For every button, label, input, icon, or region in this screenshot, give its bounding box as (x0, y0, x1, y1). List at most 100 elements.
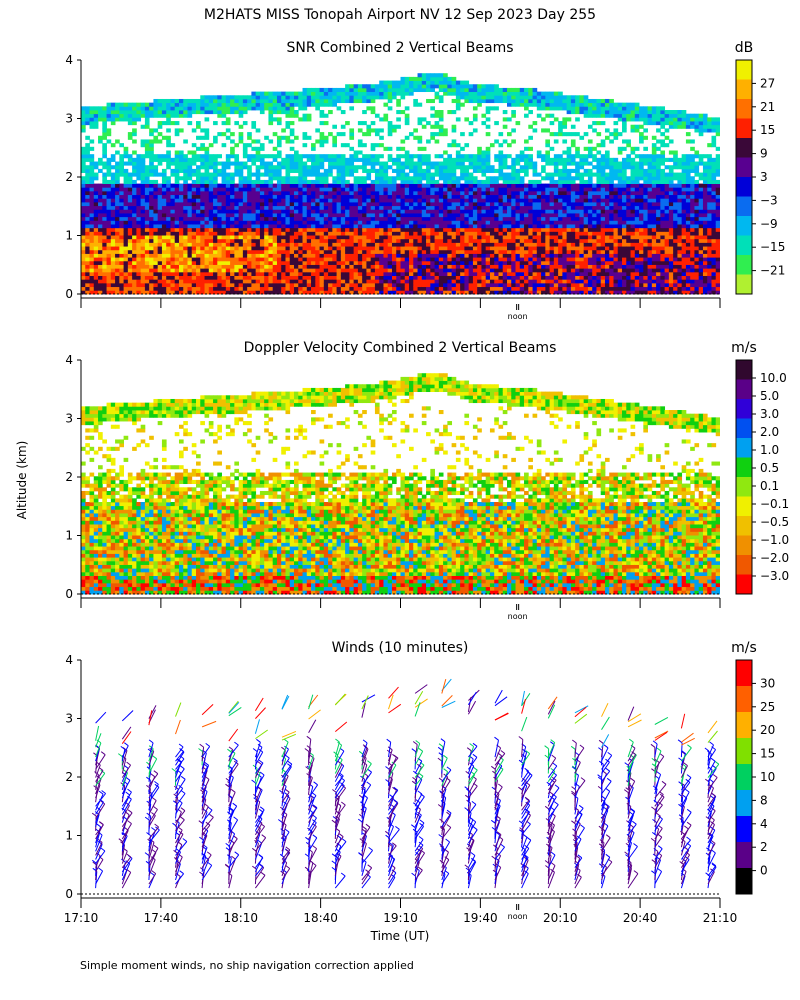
snr-cell (115, 168, 120, 173)
snr-cell (387, 128, 393, 133)
snr-cell (426, 231, 431, 236)
snr-cell (494, 139, 499, 144)
snr-cell (362, 242, 367, 247)
snr-cell (208, 187, 214, 192)
snr-cell (528, 279, 533, 284)
snr-cell (289, 106, 295, 111)
snr-cell (511, 198, 516, 203)
snr-cell (136, 220, 142, 225)
snr-cell (302, 95, 308, 100)
snr-cell (332, 264, 337, 269)
snr-cell (396, 91, 401, 96)
snr-cell (132, 260, 137, 265)
snr-cell (294, 161, 299, 166)
snr-cell (187, 216, 193, 221)
snr-cell (153, 102, 159, 107)
snr-cell (332, 98, 337, 104)
snr-cell (157, 132, 163, 137)
snr-cell (217, 235, 222, 240)
snr-cell (132, 110, 137, 115)
snr-cell (85, 190, 90, 196)
snr-cell (153, 110, 159, 115)
snr-cell (438, 161, 444, 166)
snr-cell (524, 187, 529, 192)
snr-cell (234, 238, 240, 243)
snr-cell (204, 183, 210, 188)
snr-cell (524, 168, 529, 173)
snr-cell (400, 249, 406, 254)
snr-cell (417, 179, 423, 185)
snr-cell (447, 143, 453, 148)
snr-cell (345, 205, 350, 210)
snr-cell (409, 176, 414, 181)
snr-cell (183, 286, 188, 291)
snr-cell (498, 242, 504, 247)
snr-cell (472, 209, 478, 214)
snr-cell (485, 246, 491, 251)
snr-cell (298, 172, 303, 177)
snr-cell (357, 87, 363, 93)
snr-cell (536, 224, 542, 229)
snr-cell (413, 165, 418, 170)
snr-cell (336, 238, 342, 243)
snr-cell (323, 220, 329, 225)
snr-cell (315, 286, 320, 291)
snr-cell (93, 124, 99, 129)
snr-cell (311, 168, 316, 173)
snr-cell (251, 205, 257, 210)
snr-cell (374, 143, 380, 148)
snr-cell (340, 190, 346, 196)
snr-cell (208, 246, 214, 251)
snr-cell (396, 117, 401, 122)
snr-cell (460, 246, 465, 251)
snr-cell (502, 253, 508, 258)
snr-cell (225, 110, 231, 115)
snr-cell (532, 279, 538, 284)
snr-cell (528, 187, 533, 192)
snr-cell (481, 183, 487, 188)
snr-cell (149, 198, 154, 203)
snr-cell (132, 172, 137, 177)
snr-cell (174, 106, 180, 111)
snr-cell (532, 257, 538, 262)
snr-cell (400, 176, 406, 181)
snr-cell (328, 198, 333, 203)
snr-cell (225, 257, 231, 262)
snr-cell (485, 91, 491, 96)
snr-cell (396, 87, 401, 93)
snr-cell (247, 106, 252, 111)
snr-cell (264, 290, 269, 295)
snr-cell (413, 227, 418, 232)
snr-cell (383, 84, 389, 89)
snr-cell (472, 84, 478, 89)
snr-cell (285, 172, 291, 177)
snr-cell (251, 106, 257, 111)
snr-cell (489, 202, 495, 207)
snr-cell (153, 216, 159, 221)
snr-cell (315, 249, 320, 254)
snr-cell (110, 121, 116, 126)
snr-cell (294, 238, 299, 243)
snr-cell (489, 84, 495, 89)
snr-cell (132, 271, 137, 276)
snr-cell (404, 135, 410, 140)
snr-cell (200, 282, 205, 288)
snr-cell (166, 227, 171, 232)
snr-cell (443, 91, 448, 96)
snr-cell (430, 220, 435, 225)
snr-cell (157, 286, 163, 291)
snr-cell (387, 264, 393, 269)
snr-cell (489, 198, 495, 203)
snr-cell (115, 257, 120, 262)
snr-cell (413, 172, 418, 177)
snr-cell (532, 91, 538, 96)
snr-cell (502, 157, 508, 162)
snr-cell (221, 98, 227, 104)
snr-cell (328, 202, 333, 207)
snr-cell (221, 235, 227, 240)
snr-cell (528, 110, 533, 115)
snr-cell (443, 176, 448, 181)
snr-cell (511, 91, 516, 96)
snr-cell (285, 157, 291, 162)
snr-cell (451, 231, 457, 236)
